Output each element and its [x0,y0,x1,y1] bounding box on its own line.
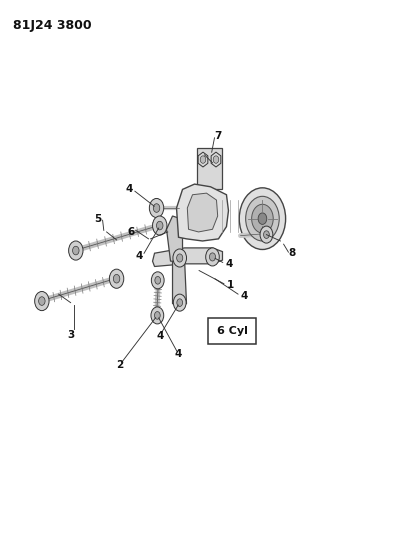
Text: 4: 4 [135,251,143,261]
Text: 8: 8 [288,248,296,258]
Circle shape [109,269,124,288]
Circle shape [34,292,49,311]
Circle shape [156,221,163,230]
Text: 2: 2 [116,360,124,370]
Circle shape [260,226,273,243]
Circle shape [263,231,269,238]
Circle shape [149,198,164,217]
Text: 5: 5 [94,214,101,224]
Circle shape [252,204,273,233]
Circle shape [206,248,219,266]
Polygon shape [172,259,186,304]
Circle shape [152,216,167,235]
Circle shape [155,277,161,284]
Text: 81J24 3800: 81J24 3800 [13,19,91,33]
Circle shape [151,272,164,289]
Text: 3: 3 [67,330,74,340]
Text: 4: 4 [225,259,233,269]
Polygon shape [166,216,182,261]
Polygon shape [211,152,221,167]
Circle shape [200,156,206,163]
Text: 4: 4 [175,349,182,359]
Text: 4: 4 [241,290,248,301]
Circle shape [177,299,182,306]
Polygon shape [198,152,208,167]
Circle shape [177,254,183,262]
Circle shape [113,274,120,283]
Bar [209,318,257,344]
Text: 4: 4 [156,330,164,341]
Circle shape [153,204,160,212]
Text: 6: 6 [127,227,135,237]
Polygon shape [176,184,229,241]
Circle shape [173,249,186,267]
Polygon shape [152,248,223,266]
Circle shape [73,246,79,255]
Circle shape [173,294,186,311]
Circle shape [69,241,83,260]
Polygon shape [187,193,218,232]
Circle shape [151,307,164,324]
Circle shape [258,213,267,224]
Text: 4: 4 [125,184,133,195]
Circle shape [154,312,160,319]
Circle shape [38,297,45,305]
Text: 1: 1 [227,280,234,290]
Bar [196,148,223,189]
Circle shape [246,196,279,241]
Circle shape [239,188,286,249]
Circle shape [209,253,216,261]
Circle shape [213,156,219,163]
Text: 6 Cyl: 6 Cyl [217,326,248,336]
Text: 7: 7 [215,131,222,141]
